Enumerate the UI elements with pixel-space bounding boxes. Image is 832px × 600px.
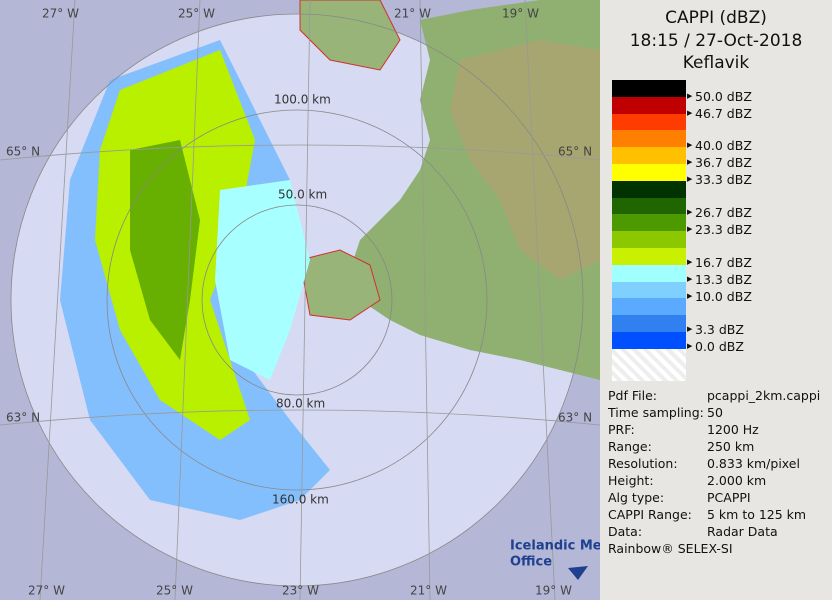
legend-tick: ▶ (687, 258, 693, 266)
swatch (612, 264, 686, 282)
legend-label: 13.3 dBZ (695, 272, 752, 287)
lat-label: 63° N (558, 411, 592, 425)
lon-label: 25° W (156, 584, 193, 598)
swatch (612, 214, 686, 232)
swatch (612, 281, 686, 299)
legend-label: 3.3 dBZ (695, 322, 744, 337)
swatch (612, 147, 686, 164)
range-label: 50.0 km (278, 188, 327, 202)
land-north (299, 0, 401, 71)
lon-label: 27° W (42, 7, 79, 21)
swatch (612, 80, 686, 97)
lon-label: 25° W (178, 7, 215, 21)
graticule (0, 0, 600, 600)
info-key: Range: (608, 439, 652, 454)
swatch (612, 298, 686, 316)
title: 18:15 / 27-Oct-2018 (629, 31, 803, 51)
legend-label: 23.3 dBZ (695, 222, 752, 237)
logo-text: Icelandic Met (510, 539, 600, 554)
legend-label: 0.0 dBZ (695, 339, 744, 354)
lat-label: 63° N (6, 411, 40, 425)
lon-label: 19° W (535, 584, 572, 598)
swatch (612, 315, 686, 332)
side-panel: CAPPI (dBZ) 18:15 / 27-Oct-2018 Keflavik (600, 0, 832, 600)
range-rings (10, 13, 584, 587)
info-key: PRF: (608, 422, 635, 437)
legend-label: 33.3 dBZ (695, 172, 752, 187)
title: Keflavik (682, 53, 750, 73)
info-value: PCAPPI (707, 490, 751, 505)
info-key: Data: (608, 524, 643, 539)
lon-label: 23° W (282, 584, 319, 598)
footer: Rainbow® SELEX-SI (608, 541, 733, 556)
lon-label: 19° W (502, 7, 539, 21)
legend-label: 10.0 dBZ (695, 289, 752, 304)
echo-cyan (215, 180, 310, 380)
legend-tick: ▶ (687, 292, 693, 300)
swatch (612, 113, 686, 131)
info-key: Time sampling: (608, 405, 704, 420)
legend-tick: ▶ (687, 92, 693, 100)
swatch (612, 331, 686, 349)
title: CAPPI (dBZ) (665, 8, 767, 28)
info-value: pcappi_2km.cappi (707, 388, 821, 403)
swatch (612, 130, 686, 148)
legend-tick: ▶ (687, 225, 693, 233)
legend-tick: ▶ (687, 208, 693, 216)
legend-tick: ▶ (687, 325, 693, 333)
info-key: Pdf File: (608, 388, 657, 403)
legend-label: 46.7 dBZ (695, 106, 752, 121)
highland (450, 40, 600, 280)
legend-label: 36.7 dBZ (695, 155, 752, 170)
info-value: 250 km (707, 439, 755, 454)
info-key: Alg type: (608, 490, 665, 505)
info-value: 1200 Hz (707, 422, 759, 437)
swatch (612, 163, 686, 181)
swatch (612, 180, 686, 198)
info-key: CAPPI Range: (608, 507, 692, 522)
legend-label: 16.7 dBZ (695, 255, 752, 270)
info-value: 2.000 km (707, 473, 767, 488)
lat-label: 65° N (6, 145, 40, 159)
lon-label: 21° W (394, 7, 431, 21)
legend-tick: ▶ (687, 342, 693, 350)
lat-label: 65° N (558, 145, 592, 159)
legend-tick: ▶ (687, 158, 693, 166)
range-label: 160.0 km (272, 493, 329, 507)
legend-tick: ▶ (687, 141, 693, 149)
legend-tick: ▶ (687, 109, 693, 117)
logo-mark (568, 566, 588, 580)
swatch (612, 348, 686, 381)
info-value: 5 km to 125 km (707, 507, 807, 522)
color-scale (612, 80, 686, 381)
info-value: 0.833 km/pixel (707, 456, 800, 471)
range-label: 100.0 km (274, 93, 331, 107)
legend-tick: ▶ (687, 175, 693, 183)
info-key: Resolution: (608, 456, 678, 471)
lon-label: 21° W (410, 584, 447, 598)
radar-map: 27° W 25° W 21° W 19° W 27° W 25° W 23° … (0, 0, 600, 600)
logo-text: Office (510, 555, 552, 570)
swatch (612, 231, 686, 248)
legend-label: 50.0 dBZ (695, 89, 752, 104)
peninsula (299, 249, 381, 321)
legend-label: 40.0 dBZ (695, 138, 752, 153)
echo-green (130, 140, 200, 360)
lon-label: 27° W (28, 584, 65, 598)
swatch (612, 96, 686, 114)
info-value: 50 (707, 405, 723, 420)
info-value: Radar Data (707, 524, 778, 539)
info-key: Height: (608, 473, 654, 488)
legend-tick: ▶ (687, 275, 693, 283)
swatch (612, 247, 686, 265)
swatch (612, 197, 686, 215)
range-label: 80.0 km (276, 397, 325, 411)
legend-label: 26.7 dBZ (695, 205, 752, 220)
